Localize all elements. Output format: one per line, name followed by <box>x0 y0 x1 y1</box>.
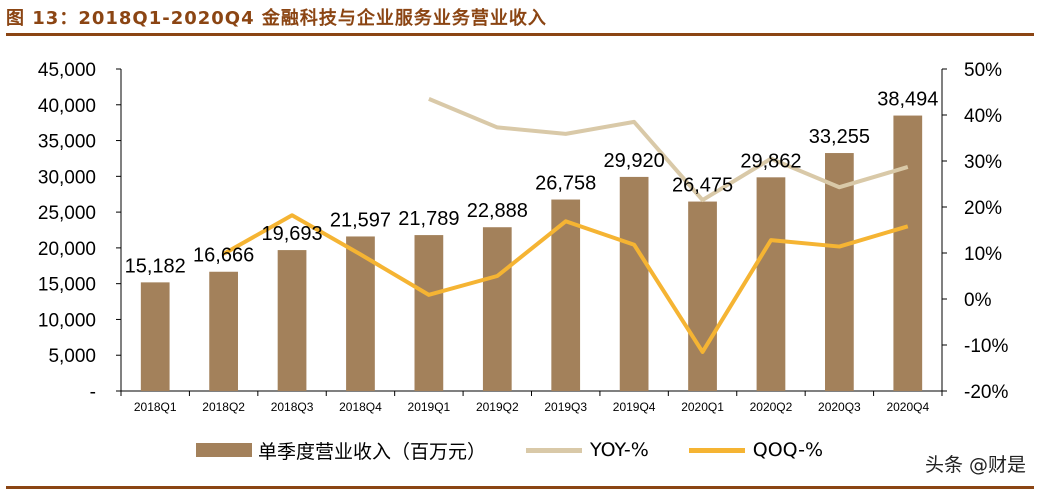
x-tick-label: 2018Q1 <box>134 400 177 414</box>
left-tick-label: 35,000 <box>38 132 96 153</box>
bar-data-label: 33,255 <box>809 126 870 148</box>
right-tick-label: 50% <box>964 60 1002 81</box>
revenue-bar <box>688 201 717 391</box>
bar-data-label: 21,789 <box>398 208 459 230</box>
right-tick-label: 30% <box>964 152 1002 173</box>
right-tick-label: 40% <box>964 106 1002 127</box>
bar-data-label: 29,862 <box>740 150 801 172</box>
left-tick-label: 10,000 <box>38 310 96 331</box>
legend-item-revenue: 单季度营业收入（百万元） <box>196 437 486 464</box>
legend-label-qoq: QOQ-% <box>752 439 824 461</box>
right-tick-label: 10% <box>964 244 1002 265</box>
x-tick-label: 2019Q1 <box>408 400 451 414</box>
x-tick-label: 2019Q4 <box>613 400 656 414</box>
legend-label-revenue: 单季度营业收入（百万元） <box>258 440 487 463</box>
left-tick-label: 5,000 <box>48 346 96 367</box>
left-tick-label: 40,000 <box>38 96 96 117</box>
revenue-bar <box>482 227 512 391</box>
right-tick-label: 0% <box>964 290 992 311</box>
x-tick-label: 2018Q3 <box>271 400 314 414</box>
x-tick-label: 2018Q4 <box>339 400 382 414</box>
x-tick-label: 2020Q4 <box>886 400 929 414</box>
revenue-bar <box>277 250 307 391</box>
revenue-bar <box>825 153 854 391</box>
revenue-bar <box>209 271 238 391</box>
legend-item-qoq: QOQ-% <box>688 439 824 461</box>
left-tick-label: 30,000 <box>38 167 96 188</box>
legend-swatch-bar <box>196 443 252 457</box>
chart-legend: 单季度营业收入（百万元） YOY-% QOQ-% <box>196 437 863 463</box>
x-tick-label: 2020Q2 <box>750 400 793 414</box>
right-tick-label: 20% <box>964 198 1002 219</box>
revenue-bar <box>140 282 170 391</box>
x-tick-label: 2019Q2 <box>476 400 519 414</box>
x-tick-label: 2020Q1 <box>681 400 724 414</box>
bar-data-label: 15,182 <box>125 255 186 277</box>
bar-data-label: 26,758 <box>535 173 596 195</box>
bar-data-label: 38,494 <box>877 89 938 111</box>
x-tick-label: 2020Q3 <box>818 400 861 414</box>
right-tick-label: -20% <box>964 382 1008 403</box>
left-tick-label: 45,000 <box>38 60 96 81</box>
bar-data-label: 19,693 <box>261 223 322 245</box>
left-tick-label: - <box>90 382 96 403</box>
yoy-line <box>428 97 909 203</box>
revenue-bar <box>756 177 786 391</box>
chart-title: 图 13：2018Q1-2020Q4 金融科技与企业服务业务营业收入 <box>6 8 547 29</box>
revenue-bar <box>414 235 444 391</box>
bar-data-label: 16,666 <box>193 245 254 267</box>
legend-item-yoy: YOY-% <box>526 439 649 461</box>
revenue-bar <box>619 176 649 391</box>
bar-data-label: 21,597 <box>330 209 391 231</box>
bar-data-label: 29,920 <box>604 150 665 172</box>
bar-data-label: 26,475 <box>672 175 733 197</box>
x-tick-label: 2019Q3 <box>544 400 587 414</box>
left-tick-label: 15,000 <box>38 275 96 296</box>
bar-data-label: 22,888 <box>467 200 528 222</box>
bottom-divider <box>6 486 1034 489</box>
left-tick-label: 20,000 <box>38 239 96 260</box>
qoq-line <box>222 213 909 354</box>
legend-swatch-qoq <box>688 447 745 453</box>
right-tick-label: -10% <box>964 336 1008 357</box>
revenue-bar <box>893 115 923 391</box>
x-tick-label: 2018Q2 <box>202 400 245 414</box>
left-tick-label: 25,000 <box>38 203 96 224</box>
title-divider <box>6 33 1034 36</box>
watermark: 头条 @财是 <box>924 454 1026 476</box>
legend-label-yoy: YOY-% <box>590 439 649 461</box>
legend-swatch-yoy <box>526 447 583 453</box>
